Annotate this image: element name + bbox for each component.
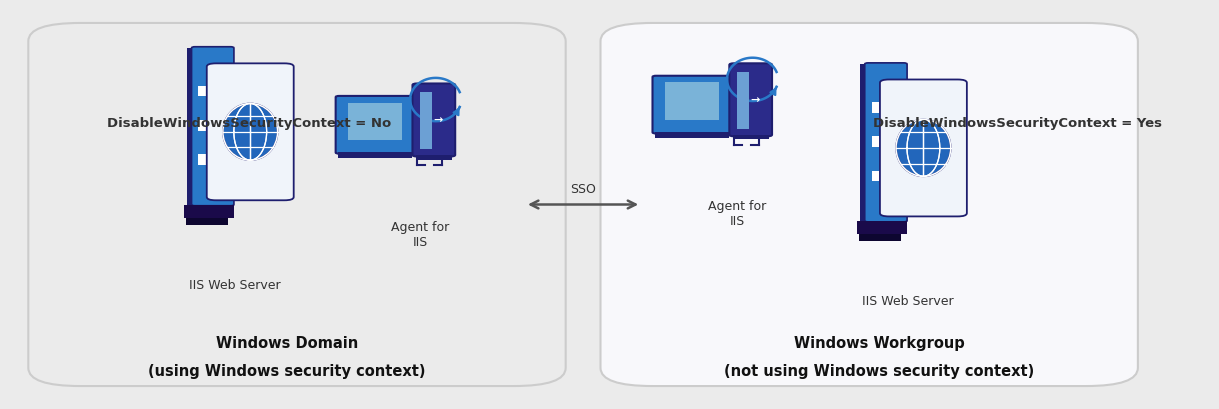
Bar xyxy=(858,234,901,241)
Bar xyxy=(872,136,900,147)
Bar xyxy=(737,72,748,129)
FancyBboxPatch shape xyxy=(601,23,1137,386)
Text: Agent for
IIS: Agent for IIS xyxy=(708,200,767,229)
Text: DisableWindowsSecurityContext = Yes: DisableWindowsSecurityContext = Yes xyxy=(873,117,1162,130)
Bar xyxy=(727,106,730,118)
FancyBboxPatch shape xyxy=(864,63,907,222)
FancyBboxPatch shape xyxy=(652,76,731,133)
Text: IIS Web Server: IIS Web Server xyxy=(189,279,280,292)
Text: Agent for
IIS: Agent for IIS xyxy=(391,220,450,249)
Bar xyxy=(347,103,402,140)
Text: →: → xyxy=(433,115,442,125)
Bar xyxy=(199,85,227,97)
FancyBboxPatch shape xyxy=(191,47,234,206)
Bar xyxy=(655,132,729,138)
Text: →: → xyxy=(750,95,759,105)
FancyBboxPatch shape xyxy=(729,63,772,136)
FancyBboxPatch shape xyxy=(412,83,455,157)
Text: Windows Workgroup: Windows Workgroup xyxy=(794,336,964,351)
Text: (using Windows security context): (using Windows security context) xyxy=(149,364,425,380)
FancyBboxPatch shape xyxy=(880,102,907,175)
Bar xyxy=(199,155,227,165)
Bar xyxy=(184,204,234,218)
Bar xyxy=(416,155,452,160)
Text: IIS Web Server: IIS Web Server xyxy=(862,295,954,308)
Text: SSO: SSO xyxy=(570,183,596,196)
Bar xyxy=(188,48,195,204)
Bar xyxy=(857,220,907,234)
Bar xyxy=(872,102,900,112)
Bar xyxy=(861,64,868,220)
Bar xyxy=(199,120,227,131)
Bar xyxy=(664,83,719,120)
Text: (not using Windows security context): (not using Windows security context) xyxy=(724,364,1034,380)
Bar xyxy=(872,171,900,182)
Bar xyxy=(421,92,433,149)
Bar xyxy=(185,218,228,225)
Text: Windows Domain: Windows Domain xyxy=(216,336,358,351)
Bar xyxy=(338,153,412,158)
Text: DisableWindowsSecurityContext = No: DisableWindowsSecurityContext = No xyxy=(107,117,391,130)
Ellipse shape xyxy=(896,119,951,176)
Bar xyxy=(410,126,413,138)
Bar xyxy=(733,135,769,139)
FancyBboxPatch shape xyxy=(207,86,234,159)
FancyBboxPatch shape xyxy=(28,23,566,386)
FancyBboxPatch shape xyxy=(880,79,967,216)
FancyBboxPatch shape xyxy=(207,63,294,200)
FancyBboxPatch shape xyxy=(335,96,414,154)
Ellipse shape xyxy=(223,103,278,160)
